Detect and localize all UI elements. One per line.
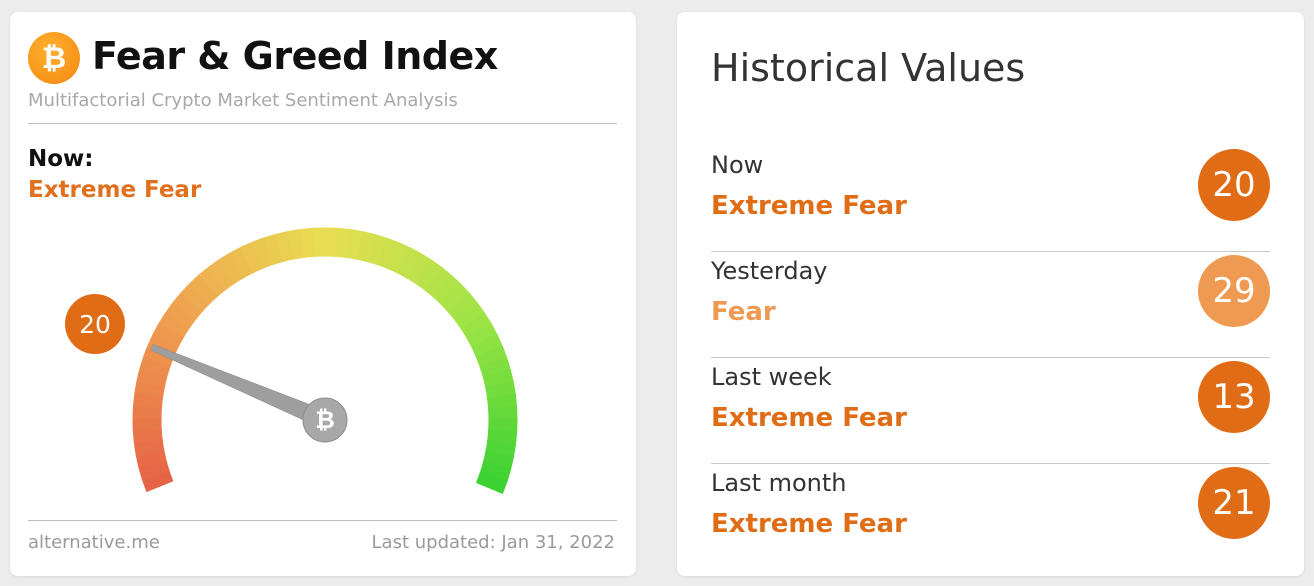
gauge-arc-segment xyxy=(251,236,275,269)
gauge-arc-segment xyxy=(346,229,365,260)
history-row: Now Extreme Fear 20 xyxy=(711,146,1270,252)
gauge-arc-segment xyxy=(138,459,170,481)
history-label: Last month xyxy=(711,469,847,497)
historical-title: Historical Values xyxy=(711,46,1026,90)
gauge-arc-segment xyxy=(136,367,168,388)
gauge-arc-segment xyxy=(218,252,246,284)
gauge-arc-segment xyxy=(208,258,237,291)
gauge-arc-segment xyxy=(132,427,163,444)
history-label: Now xyxy=(711,151,764,179)
gauge-arc-segment xyxy=(133,391,164,409)
gauge-arc-segment xyxy=(475,471,508,494)
gauge-arc-segment xyxy=(479,357,512,379)
history-classification: Extreme Fear xyxy=(711,509,907,539)
gauge-arc-segment xyxy=(415,259,444,292)
gauge-arc-segment xyxy=(396,247,423,280)
gauge-arc-segment xyxy=(367,234,389,266)
gauge-arc-segment xyxy=(440,283,471,314)
gauge-arc-segment xyxy=(356,231,377,263)
gauge-arc-segment xyxy=(133,438,165,457)
divider xyxy=(711,463,1270,464)
history-value-badge: 21 xyxy=(1198,467,1270,539)
history-classification: Extreme Fear xyxy=(711,403,907,433)
gauge-arc-segment xyxy=(189,273,219,305)
gauge-arc-segment xyxy=(460,312,493,340)
history-value-badge: 13 xyxy=(1198,361,1270,433)
history-row: Last month Extreme Fear 21 xyxy=(711,464,1270,570)
gauge-arc-segment xyxy=(406,253,434,285)
widget-title: Fear & Greed Index xyxy=(92,34,498,78)
gauge-arc-segment xyxy=(287,228,306,260)
gauge-arc-segment xyxy=(447,292,479,322)
history-label: Yesterday xyxy=(711,257,828,285)
gauge-arc xyxy=(132,227,518,494)
gauge-arc-segment xyxy=(482,369,514,389)
gauge-arc-segment xyxy=(229,246,255,279)
gauge-arc-segment xyxy=(466,322,499,349)
history-classification: Extreme Fear xyxy=(711,191,907,221)
bitcoin-icon: ₿ xyxy=(315,406,335,434)
gauge-arc-segment xyxy=(240,241,265,274)
divider xyxy=(711,251,1270,252)
gauge-arc-segment xyxy=(158,310,191,338)
history-value-badge: 29 xyxy=(1198,255,1270,327)
gauge-arc-segment xyxy=(486,393,518,411)
gauge-arc-segment xyxy=(152,321,185,348)
gauge-arc-segment xyxy=(454,302,486,331)
bitcoin-icon: ₿ xyxy=(28,32,80,84)
last-updated: Last updated: Jan 31, 2022 xyxy=(371,532,615,553)
gauge-arc-segment xyxy=(432,274,463,306)
gauge-arc-segment xyxy=(485,439,517,459)
gauge-needle xyxy=(150,344,329,429)
divider xyxy=(28,520,617,521)
gauge-arc-segment xyxy=(335,227,353,259)
gauge-arc-segment xyxy=(141,469,174,493)
gauge-arc-segment xyxy=(135,448,167,469)
gauge-value-badge: 20 xyxy=(65,294,125,354)
now-label: Now: xyxy=(28,146,94,172)
gauge-arc-segment xyxy=(139,355,172,377)
gauge-arc-segment xyxy=(471,334,504,359)
gauge-arc-segment xyxy=(482,450,515,471)
gauge-arc-segment xyxy=(485,381,516,400)
history-classification: Fear xyxy=(711,297,776,327)
history-label: Last week xyxy=(711,363,832,391)
historical-values-card: Historical Values Now Extreme Fear 20 Ye… xyxy=(677,12,1304,576)
gauge: ₿ xyxy=(132,227,518,494)
gauge-arc-segment xyxy=(180,281,212,312)
divider xyxy=(28,123,617,124)
gauge-arc-segment xyxy=(324,227,340,257)
source-link[interactable]: alternative.me xyxy=(28,532,160,553)
gauge-arc-segment xyxy=(132,404,163,419)
gauge-arc-segment xyxy=(387,242,412,275)
gauge-arc-segment xyxy=(475,345,508,369)
widget-subtitle: Multifactorial Crypto Market Sentiment A… xyxy=(28,90,458,111)
gauge-arc-segment xyxy=(377,237,401,270)
fear-greed-widget: ₿ Fear & Greed Index Multifactorial Cryp… xyxy=(10,12,636,576)
history-value-badge: 20 xyxy=(1198,149,1270,221)
history-row: Yesterday Fear 29 xyxy=(711,252,1270,358)
gauge-arc-segment xyxy=(299,227,317,258)
gauge-arc-segment xyxy=(275,230,296,263)
gauge-hub xyxy=(302,397,348,443)
gauge-arc-segment xyxy=(172,291,204,321)
history-row: Last week Extreme Fear 13 xyxy=(711,358,1270,464)
gauge-arc-segment xyxy=(263,233,285,266)
divider xyxy=(711,357,1270,358)
now-classification: Extreme Fear xyxy=(28,177,202,203)
gauge-arc-segment xyxy=(134,379,166,398)
gauge-arc-segment xyxy=(424,266,453,298)
gauge-arc-segment xyxy=(487,429,518,446)
gauge-arc-segment xyxy=(479,460,512,483)
gauge-arc-segment xyxy=(165,300,197,329)
gauge-arc-segment xyxy=(198,265,228,297)
